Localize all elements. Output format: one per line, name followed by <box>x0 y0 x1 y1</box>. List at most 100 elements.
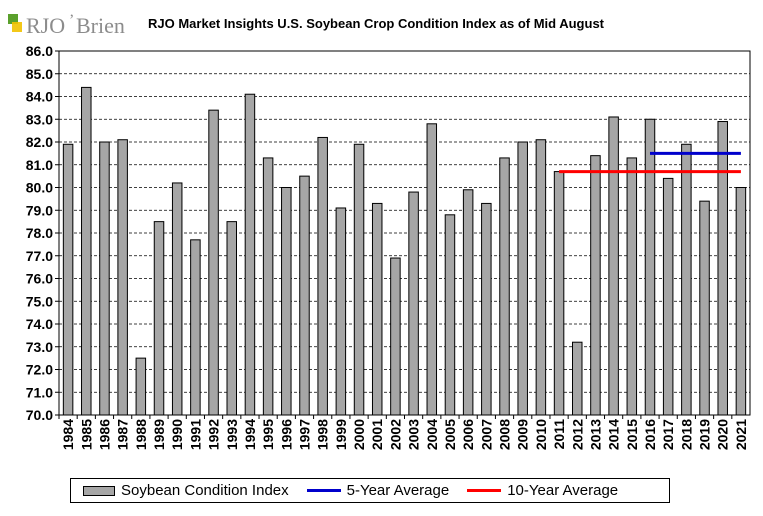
bar-2001 <box>371 202 383 416</box>
bar-2017 <box>662 177 674 416</box>
bar-1993 <box>226 221 237 416</box>
x-tick-label: 2008 <box>497 419 513 450</box>
bar-1998 <box>317 136 328 416</box>
bar-2019 <box>699 200 710 416</box>
bar-1991 <box>190 239 201 416</box>
x-tick-label: 1997 <box>296 419 312 450</box>
x-tick-label: 2009 <box>515 419 531 450</box>
bar-2016 <box>644 118 656 416</box>
logo-brand-rjo: RJO <box>26 13 65 38</box>
legend-swatch-10yr <box>467 489 502 492</box>
chart-svg: 70.0 71.0 72.0 73.0 74.0 75.0 76.0 77.0 78.0 79.0… <box>26 43 751 450</box>
bar-1995 <box>262 157 274 416</box>
y-tick-label: 83.0 <box>26 111 53 127</box>
bar-1990 <box>171 182 183 416</box>
x-tick-label: 2000 <box>351 419 367 450</box>
bar-1996 <box>281 187 292 416</box>
x-tick-label: 2007 <box>478 419 494 450</box>
x-tick-label: 2020 <box>715 419 731 450</box>
bar-2012 <box>572 341 583 416</box>
bar-1994 <box>244 93 256 416</box>
y-tick-label: 76.0 <box>26 271 53 287</box>
y-tick-label: 74.0 <box>26 316 53 332</box>
bar-2018 <box>681 143 692 416</box>
y-tick-label: 80.0 <box>26 180 53 196</box>
legend-item-soybean-index: Soybean Condition Index <box>83 482 289 499</box>
chart-title: RJO Market Insights U.S. Soybean Crop Co… <box>148 16 604 31</box>
bar-1984 <box>62 143 74 416</box>
legend-label-soybean-index: Soybean Condition Index <box>121 482 289 499</box>
logo-brand-brien: Brien <box>76 13 125 38</box>
x-tick-label: 2018 <box>678 419 694 450</box>
x-tick-label: 2016 <box>642 419 658 450</box>
legend-item-5yr: 5-Year Average <box>306 482 450 499</box>
bar-1997 <box>299 175 310 416</box>
legend-item-10yr: 10-Year Average <box>467 482 618 499</box>
x-tick-label: 2014 <box>606 419 622 450</box>
x-tick-label: 1985 <box>78 419 94 450</box>
logo-square-green <box>8 14 18 24</box>
y-tick-label: 73.0 <box>26 339 53 355</box>
bar-2005 <box>444 214 456 416</box>
legend: Soybean Condition Index 5-Year Average 1… <box>70 478 670 503</box>
bar-1986 <box>99 141 110 416</box>
x-tick-label: 2015 <box>624 419 640 450</box>
y-tick-label: 86.0 <box>26 43 53 59</box>
bar-1992 <box>208 109 219 416</box>
bar-2004 <box>426 123 438 416</box>
x-tick-label: 2003 <box>406 419 422 450</box>
x-tick-label: 1992 <box>206 419 222 450</box>
bar-2002 <box>390 257 401 416</box>
bar-2003 <box>408 191 419 416</box>
bar-2014 <box>608 116 619 416</box>
y-tick-label: 82.0 <box>26 134 53 150</box>
rjo-obrien-logo: RJO ’ Brien <box>8 12 125 38</box>
bar-1999 <box>335 207 347 416</box>
bar-2009 <box>517 141 528 416</box>
y-tick-label: 81.0 <box>26 157 53 173</box>
x-tick-label: 2010 <box>533 419 549 450</box>
legend-label-10yr: 10-Year Average <box>507 482 619 499</box>
x-tick-label: 1987 <box>115 419 131 450</box>
bar-2011 <box>553 171 565 416</box>
x-tick-label: 2017 <box>660 419 676 450</box>
bar-1989 <box>153 221 165 416</box>
x-tick-label: 1996 <box>278 419 294 450</box>
y-tick-label: 75.0 <box>26 293 53 309</box>
bar-1988 <box>135 357 147 416</box>
x-tick-label: 2019 <box>697 419 713 450</box>
logo-square-yellow <box>12 22 22 32</box>
y-tick-label: 79.0 <box>26 202 53 218</box>
y-tick-labels: 70.0 71.0 72.0 73.0 74.0 75.0 76.0 77.0 78.0 79.0… <box>26 43 53 423</box>
x-tick-label: 2004 <box>424 419 440 450</box>
x-tick-label: 1991 <box>187 419 203 450</box>
x-tick-label: 2013 <box>587 419 603 450</box>
bar-2021 <box>735 187 747 416</box>
x-tick-label: 1999 <box>333 419 349 450</box>
x-tick-label: 1993 <box>224 419 240 450</box>
x-tick-label: 1998 <box>315 419 331 450</box>
y-tick-label: 85.0 <box>26 66 53 82</box>
x-tick-label: 2021 <box>733 419 749 450</box>
bar-2020 <box>717 121 728 416</box>
x-tick-label: 1988 <box>133 419 149 450</box>
x-tick-label: 1986 <box>96 419 112 450</box>
bar-1985 <box>81 86 92 416</box>
legend-label-5yr: 5-Year Average <box>346 482 450 499</box>
x-tick-labels: 1984 1985 1986 1987 1988 1989 1990 1991 1992 1993… <box>60 419 749 450</box>
logo-apostrophe: ’ <box>69 12 74 29</box>
bar-2013 <box>590 155 601 416</box>
legend-swatch-bar <box>83 485 115 496</box>
x-tick-label: 2001 <box>369 419 385 450</box>
legend-swatch-5yr <box>306 489 341 492</box>
y-tick-label: 70.0 <box>26 407 53 423</box>
x-tick-label: 1990 <box>169 419 185 450</box>
x-tick-label: 2002 <box>387 419 403 450</box>
y-tick-label: 71.0 <box>26 384 53 400</box>
x-tick-label: 2006 <box>460 419 476 450</box>
x-tick-label: 1994 <box>242 419 258 450</box>
y-tick-label: 84.0 <box>26 89 53 105</box>
axes <box>55 50 750 419</box>
average-lines <box>559 151 741 174</box>
bar-2015 <box>626 157 638 416</box>
